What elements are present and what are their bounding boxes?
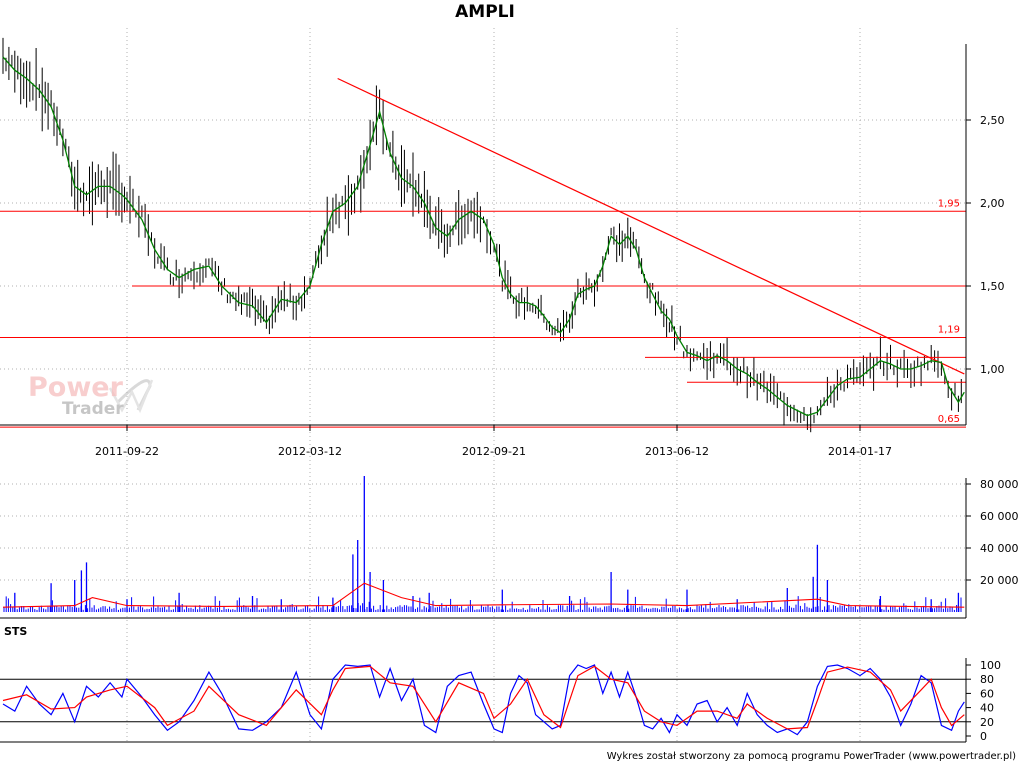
x-tick-label: 2014-01-17 — [828, 445, 892, 458]
trendline — [337, 77, 965, 375]
sts-y-tick-label: 40 — [980, 702, 994, 715]
sts-y-tick-label: 60 — [980, 687, 994, 700]
price-y-tick-label: 2,00 — [980, 197, 1005, 210]
price-ma-line — [2, 56, 965, 417]
credit-footer: Wykres został stworzony za pomocą progra… — [606, 751, 1016, 762]
volume-average-line — [2, 582, 965, 608]
price-y-tick-label: 1,50 — [980, 280, 1005, 293]
volume-y-tick-label: 60 000 — [980, 510, 1019, 523]
sts-y-tick-label: 100 — [980, 659, 1001, 672]
price-ma-line — [2, 56, 965, 417]
x-tick-label: 2012-03-12 — [278, 445, 342, 458]
x-tick-label: 2013-06-12 — [645, 445, 709, 458]
price-y-tick-label: 2,50 — [980, 114, 1005, 127]
sts-panel-title: STS — [4, 625, 28, 638]
sts-y-tick-label: 80 — [980, 673, 994, 686]
volume-panel: 80 000 60 000 40 000 20 000 — [0, 476, 1019, 612]
powertrader-logo: Power Trader — [28, 372, 154, 419]
x-tick-label: 2012-09-21 — [462, 445, 526, 458]
sts-line — [2, 665, 965, 730]
chart-title: AMPLI — [455, 2, 515, 22]
sts-line — [2, 664, 965, 736]
axes-layer: 2011-09-22 2012-03-12 2012-09-21 2013-06-12… — [0, 44, 1005, 743]
logo-trader-text: Trader — [62, 399, 124, 419]
horizontal-level-label: 0,65 — [938, 414, 960, 425]
horizontal-level-label: 1,95 — [938, 198, 960, 209]
volume-y-tick-label: 80 000 — [980, 478, 1019, 491]
price-y-tick-label: 1,00 — [980, 363, 1005, 376]
logo-w-mark — [108, 379, 154, 414]
logo-power-text: Power — [28, 372, 124, 403]
sts-y-tick-label: 20 — [980, 716, 994, 729]
horizontal-level-label: 1,19 — [938, 324, 960, 335]
volume-y-tick-label: 40 000 — [980, 542, 1019, 555]
price-bars — [2, 37, 962, 433]
sts-y-tick-label: 0 — [980, 730, 987, 743]
x-tick-label: 2011-09-22 — [95, 445, 159, 458]
price-levels: 1,95 1,19 0,65 — [0, 77, 966, 428]
grid-layer — [0, 28, 966, 742]
volume-y-tick-label: 20 000 — [980, 574, 1019, 587]
